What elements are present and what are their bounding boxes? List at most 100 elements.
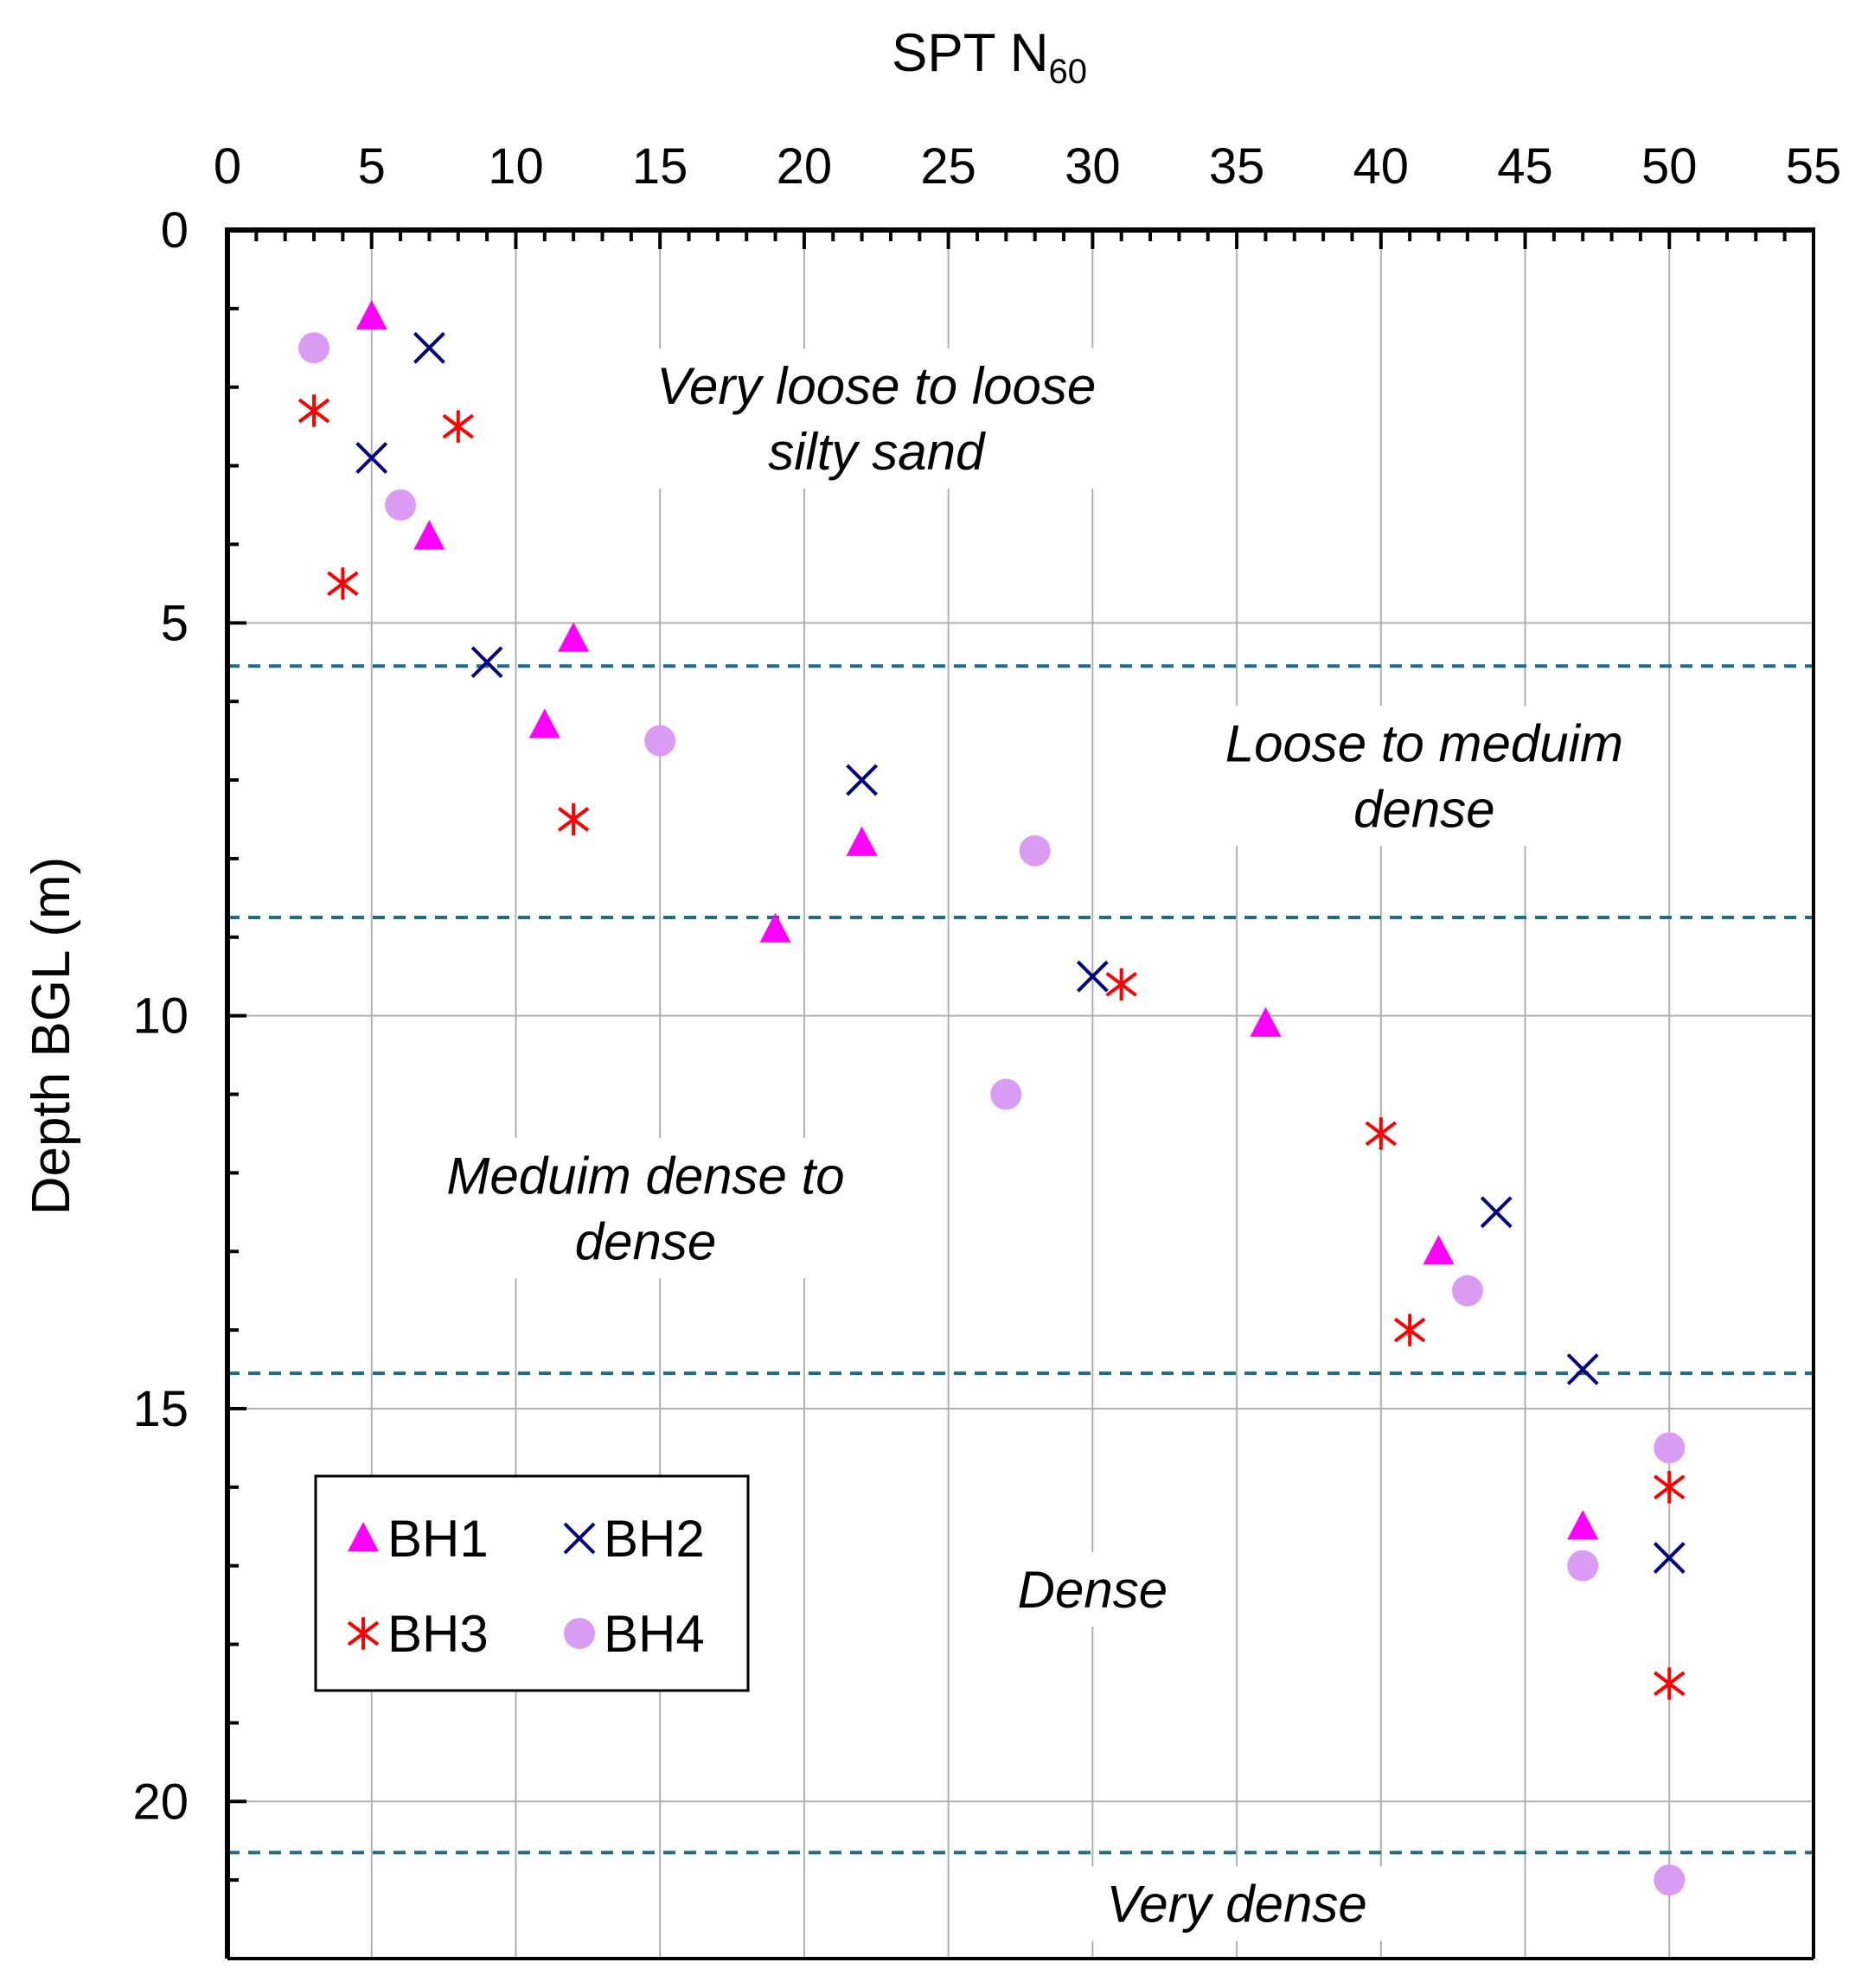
series-bh3 (297, 394, 1686, 1700)
y-tick-label: 5 (161, 595, 189, 651)
data-point-bh1 (1423, 1235, 1455, 1265)
x-tick-label: 10 (488, 138, 544, 195)
zone-label-background (419, 1138, 873, 1279)
data-point-bh4 (644, 725, 676, 757)
x-axis-title: SPT N60 (892, 23, 1087, 91)
data-point-bh2-stroke (1566, 1353, 1599, 1385)
zone-label-background (592, 348, 1161, 489)
legend-box (314, 1474, 750, 1692)
zone-label: Very loose to loose (656, 357, 1096, 415)
x-tick-label: 25 (920, 138, 976, 195)
data-point-bh4 (1567, 1550, 1599, 1582)
x-tick-label: 0 (214, 138, 241, 195)
zone-label: Meduim dense to (446, 1147, 844, 1205)
data-point-bh3-stroke (1654, 1474, 1686, 1500)
legend-label-bh4: BH4 (604, 1605, 705, 1663)
x-tick-label: 5 (358, 138, 386, 195)
data-point-bh2 (1076, 960, 1109, 993)
legend-label-bh1: BH1 (387, 1510, 489, 1568)
zone-label-background (1197, 706, 1652, 847)
legend-label-bh3: BH3 (387, 1605, 489, 1663)
data-point-bh1 (1250, 1007, 1282, 1037)
data-point-bh3-stroke (1365, 1121, 1398, 1147)
data-point-bh1 (846, 826, 878, 856)
data-point-bh1 (1567, 1510, 1599, 1540)
y-tick-label: 0 (161, 202, 189, 259)
data-point-bh4 (1654, 1864, 1686, 1896)
data-point-bh2 (355, 442, 388, 474)
legend-marker-bh2 (563, 1522, 596, 1555)
data-point-bh3 (1654, 1471, 1686, 1504)
data-point-bh2 (1480, 1196, 1513, 1229)
y-tick-label: 20 (132, 1774, 189, 1830)
zone-labels: Very loose to loose silty sand Loose to me… (419, 348, 1652, 1941)
data-point-bh2 (470, 646, 503, 679)
x-axis-title-main: SPT N (892, 23, 1048, 83)
y-tick-label: 15 (132, 1381, 189, 1437)
data-point-bh3-stroke (297, 398, 330, 424)
data-point-bh3 (327, 567, 359, 600)
axes: 0 5 10 15 20 25 30 35 40 45 50 55 0 5 10 15 20 (132, 138, 1842, 1960)
legend-marker-bh3-stroke (347, 1620, 380, 1646)
data-point-bh3 (1393, 1314, 1426, 1346)
zone-label: Loose to meduim (1225, 715, 1623, 773)
zone-label-background (1008, 1551, 1177, 1627)
data-point-bh3 (1365, 1117, 1398, 1150)
data-point-bh2-stroke (355, 442, 388, 474)
zone-label-background (1081, 1866, 1393, 1941)
zone-label: Very dense (1106, 1875, 1366, 1933)
data-point-bh1 (528, 708, 560, 738)
x-tick-label: 30 (1065, 138, 1121, 195)
data-point-bh1 (355, 299, 387, 330)
data-point-bh2 (846, 764, 879, 796)
series-bh1 (355, 299, 1599, 1540)
data-point-bh2 (413, 331, 445, 364)
legend-marker-bh4 (564, 1618, 595, 1649)
x-tick-label: 20 (777, 138, 833, 195)
data-markers (297, 299, 1686, 1896)
x-tick-label: 40 (1353, 138, 1410, 195)
data-point-bh4 (990, 1078, 1022, 1110)
data-point-bh1 (759, 912, 791, 943)
data-point-bh3 (557, 802, 590, 836)
zone-label: dense (1353, 781, 1494, 839)
data-point-bh2-stroke (470, 646, 503, 679)
zone-label: silty sand (768, 423, 986, 481)
zone-label: Dense (1018, 1561, 1168, 1619)
data-point-bh3-stroke (327, 571, 359, 597)
x-tick-label: 45 (1497, 138, 1553, 195)
data-point-bh3 (1654, 1667, 1686, 1700)
y-axis-title: Depth BGL (m) (22, 857, 81, 1216)
legend: BH1 BH2 BH3 BH4 (314, 1474, 750, 1692)
data-point-bh4 (298, 332, 330, 364)
data-point-bh3 (297, 394, 330, 427)
x-tick-label: 55 (1786, 138, 1842, 195)
data-point-bh2-stroke (1653, 1542, 1686, 1575)
data-point-bh4 (385, 489, 417, 521)
zone-label: dense (575, 1212, 716, 1270)
x-tick-label: 35 (1209, 138, 1265, 195)
data-point-bh2-stroke (846, 764, 879, 796)
grid (227, 230, 1814, 1959)
legend-marker-bh3 (347, 1617, 380, 1650)
data-point-bh3-stroke (1654, 1671, 1686, 1697)
data-point-bh4 (1019, 834, 1051, 866)
legend-marker-bh2-stroke (563, 1522, 596, 1555)
data-point-bh1 (413, 520, 445, 550)
series-bh4 (298, 332, 1686, 1896)
data-point-bh3 (442, 410, 474, 443)
series-bh2 (355, 331, 1686, 1575)
data-point-bh2 (1653, 1542, 1686, 1575)
x-axis-title-subscript: 60 (1048, 53, 1087, 91)
data-point-bh3-stroke (1393, 1317, 1426, 1343)
data-point-bh3-stroke (442, 413, 474, 439)
data-point-bh4 (1451, 1275, 1483, 1307)
x-tick-label: 15 (632, 138, 688, 195)
data-point-bh3-stroke (557, 807, 590, 832)
legend-label-bh2: BH2 (604, 1510, 705, 1568)
y-tick-label: 10 (132, 988, 189, 1045)
x-tick-label: 50 (1641, 138, 1698, 195)
data-point-bh2-stroke (413, 331, 445, 364)
data-point-bh3-stroke (1105, 971, 1137, 997)
